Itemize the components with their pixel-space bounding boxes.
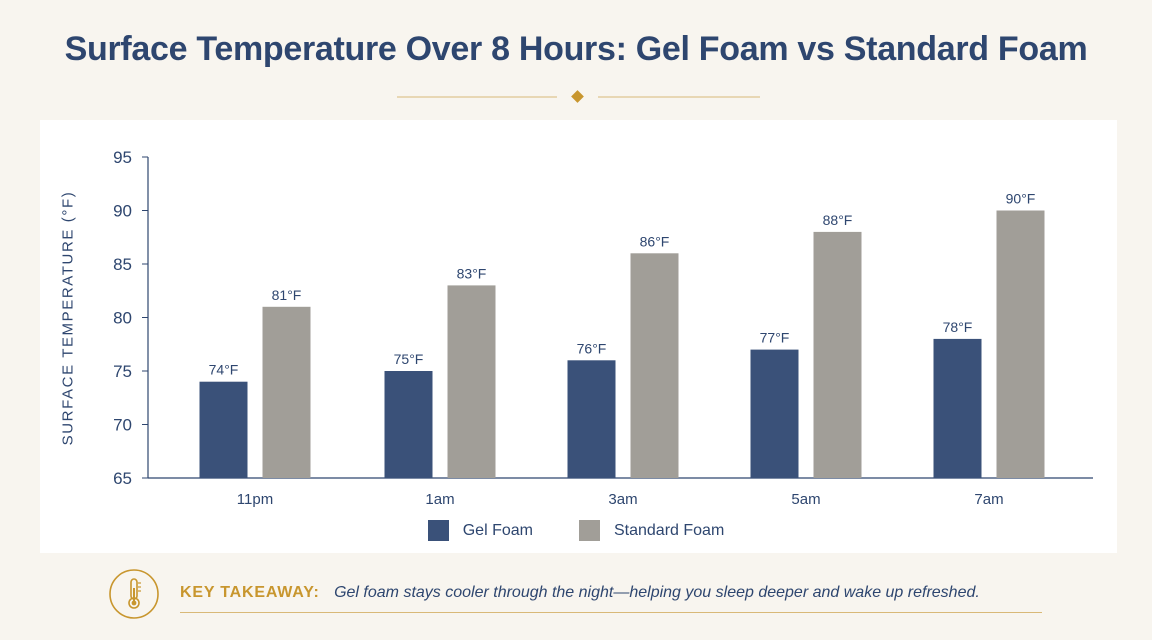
data-label: 78°F bbox=[943, 319, 973, 335]
takeaway-text: KEY TAKEAWAY: Gel foam stays cooler thro… bbox=[180, 584, 980, 602]
bar-standard-foam bbox=[262, 306, 311, 478]
legend-swatch-gel-foam bbox=[427, 520, 449, 541]
x-tick-label: 5am bbox=[791, 491, 820, 508]
data-label: 86°F bbox=[640, 233, 670, 249]
data-label: 88°F bbox=[823, 212, 853, 228]
legend-swatch-standard-foam bbox=[578, 520, 600, 541]
bar-standard-foam bbox=[630, 253, 679, 478]
x-tick-label: 7am bbox=[974, 491, 1003, 508]
chart-title: Surface Temperature Over 8 Hours: Gel Fo… bbox=[64, 30, 1088, 68]
legend-label-gel-foam: Gel Foam bbox=[462, 521, 533, 539]
x-tick-label: 11pm bbox=[237, 491, 273, 508]
bar-gel-foam bbox=[933, 338, 982, 478]
y-tick-label: 85 bbox=[113, 255, 132, 274]
data-label: 83°F bbox=[457, 265, 487, 281]
y-tick-label: 90 bbox=[113, 202, 132, 221]
key-takeaway: KEY TAKEAWAY: Gel foam stays cooler thro… bbox=[108, 568, 1042, 622]
data-label: 75°F bbox=[394, 351, 424, 367]
y-tick-label: 80 bbox=[113, 309, 132, 328]
bar-standard-foam bbox=[813, 231, 862, 478]
bar-standard-foam bbox=[447, 285, 496, 478]
legend-item-standard-foam: Standard Foam bbox=[578, 520, 725, 541]
takeaway-rule bbox=[180, 612, 1042, 613]
y-tick-label: 70 bbox=[113, 416, 132, 435]
bar-gel-foam bbox=[384, 371, 433, 478]
y-tick-label: 75 bbox=[113, 362, 132, 381]
bar-standard-foam bbox=[996, 210, 1045, 478]
y-tick-label: 95 bbox=[113, 148, 132, 167]
takeaway-label: KEY TAKEAWAY: bbox=[180, 584, 320, 601]
data-label: 76°F bbox=[577, 340, 607, 356]
data-label: 74°F bbox=[209, 362, 239, 378]
thermometer-icon bbox=[109, 569, 159, 619]
x-tick-label: 3am bbox=[608, 491, 637, 508]
bar-gel-foam bbox=[567, 360, 616, 478]
legend-item-gel-foam: Gel Foam bbox=[427, 520, 533, 541]
data-label: 81°F bbox=[272, 287, 302, 303]
takeaway-body: Gel foam stays cooler through the night—… bbox=[334, 584, 980, 601]
title-divider bbox=[397, 90, 760, 103]
legend-label-standard-foam: Standard Foam bbox=[613, 521, 725, 539]
y-axis-label: SURFACE TEMPERATURE (°F) bbox=[59, 190, 77, 446]
data-label: 90°F bbox=[1006, 191, 1036, 207]
x-tick-label: 1am bbox=[425, 491, 454, 508]
chart-panel bbox=[40, 120, 1117, 553]
data-label: 77°F bbox=[760, 330, 790, 346]
bar-gel-foam bbox=[750, 349, 799, 478]
bar-gel-foam bbox=[199, 381, 248, 478]
y-tick-label: 65 bbox=[113, 469, 132, 488]
legend: Gel Foam Standard Foam bbox=[0, 520, 1152, 541]
